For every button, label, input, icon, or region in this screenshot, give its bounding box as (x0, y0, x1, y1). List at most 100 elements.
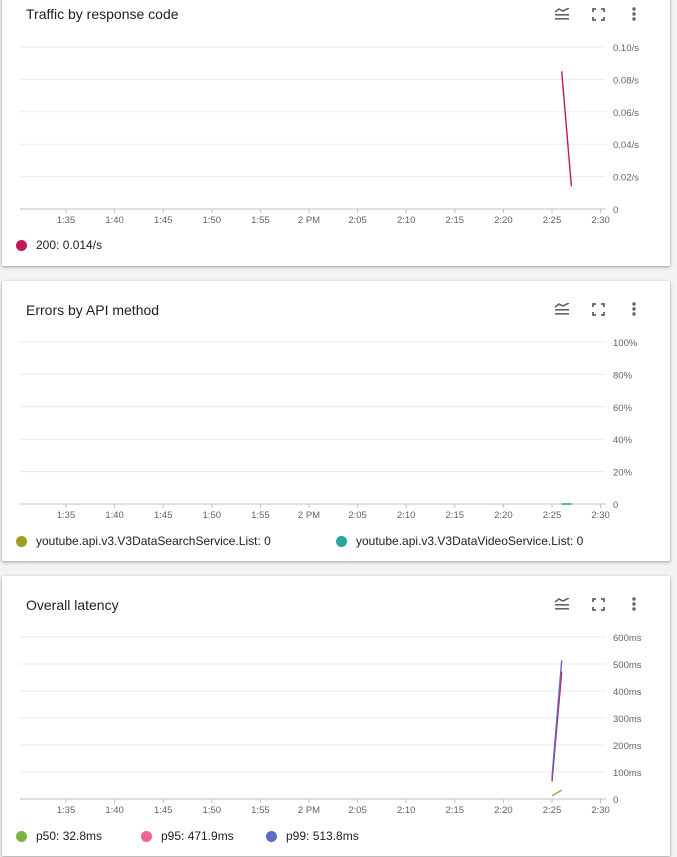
x-tick-label: 1:45 (154, 215, 173, 226)
legend-separator: : (56, 829, 63, 843)
legend-key: p95 (161, 829, 182, 843)
x-tick-label: 2:30 (591, 215, 610, 226)
fullscreen-icon[interactable] (580, 2, 616, 26)
errors-chart: 0 20% 40% 60% 80% 100% 1:35 1:40 1:45 1:50 1:55 2 P… (20, 338, 638, 521)
x-tick-label: 1:55 (251, 510, 270, 521)
y-tick-label: 100% (613, 338, 638, 349)
legend-key: p50 (36, 829, 57, 843)
x-tick-label: 1:35 (57, 215, 76, 226)
x-tick-label: 1:50 (203, 805, 222, 816)
x-tick-label: 2:10 (397, 510, 416, 521)
x-tick-label: 2 PM (298, 215, 320, 226)
legend-value: 0.014/s (62, 238, 103, 252)
legend-item[interactable]: 200: 0.014/s (16, 238, 141, 252)
legend-color-dot (266, 830, 277, 842)
x-tick-label: 2:20 (494, 215, 513, 226)
y-tick-label: 100ms (613, 768, 642, 779)
y-tick-label: 200ms (613, 741, 642, 752)
x-tick-label: 1:55 (251, 215, 270, 226)
x-tick-label: 2:20 (494, 510, 513, 521)
x-tick-label: 1:35 (57, 805, 76, 816)
legend-value: 32.8ms (62, 829, 103, 843)
traffic-card: Traffic by response code 0 0.02/s 0.04/s 0.… (2, 0, 670, 266)
legend-key: youtube.api.v3.V3DataSearchService.List (36, 534, 258, 548)
x-tick-label: 2:25 (543, 510, 562, 521)
x-tick-label: 2:30 (591, 805, 610, 816)
x-tick-label: 1:35 (57, 510, 76, 521)
traffic-chart: 0 0.02/s 0.04/s 0.06/s 0.08/s 0.10/s 1:35 1:40 1… (20, 43, 639, 226)
legend-key: 200 (36, 238, 57, 252)
y-tick-label: 0 (613, 500, 618, 511)
y-tick-label: 0.08/s (613, 75, 639, 86)
latency-card: Overall latency 0 100ms 200ms 300ms 400ms 500… (2, 576, 670, 856)
legend-key: youtube.api.v3.V3DataVideoService.List (356, 534, 570, 548)
x-tick-label: 2 PM (298, 510, 320, 521)
more-vert-icon[interactable] (616, 2, 652, 26)
y-tick-label: 0 (613, 205, 618, 216)
fullscreen-icon[interactable] (580, 297, 616, 321)
legend-item[interactable]: p95: 471.9ms (141, 829, 266, 843)
x-tick-label: 1:40 (105, 215, 124, 226)
more-vert-icon[interactable] (616, 592, 652, 616)
x-tick-label: 2:10 (397, 215, 416, 226)
y-tick-label: 500ms (613, 660, 642, 671)
x-tick-label: 2:05 (348, 215, 367, 226)
legend-key: p99 (286, 829, 307, 843)
y-tick-label: 0 (613, 795, 618, 806)
errors-legend: youtube.api.v3.V3DataSearchService.List:… (16, 534, 596, 548)
latency-legend: p50: 32.8ms p95: 471.9ms p99: 513.8ms (16, 829, 391, 843)
x-tick-label: 1:40 (105, 510, 124, 521)
legend-item[interactable]: youtube.api.v3.V3DataSearchService.List:… (16, 534, 336, 548)
errors-card: Errors by API method 0 20% 40% 60% 80% 100% 1:… (2, 281, 670, 561)
legend-color-dot (141, 830, 152, 842)
legend-separator: : (181, 829, 188, 843)
x-tick-label: 1:45 (154, 510, 173, 521)
traffic-legend: 200: 0.014/s (16, 238, 141, 252)
x-tick-label: 1:50 (203, 215, 222, 226)
card-title: Errors by API method (26, 302, 160, 318)
y-tick-label: 0.02/s (613, 173, 639, 184)
card-title: Overall latency (26, 597, 119, 613)
y-tick-label: 60% (613, 403, 633, 414)
x-tick-label: 1:45 (154, 805, 173, 816)
x-tick-label: 2:15 (446, 215, 465, 226)
legend-toggle-icon[interactable] (544, 2, 580, 26)
legend-color-dot (336, 535, 347, 547)
legend-color-dot (16, 535, 27, 547)
x-tick-label: 1:50 (203, 510, 222, 521)
legend-value: 0 (576, 534, 584, 548)
x-tick-label: 2:05 (348, 510, 367, 521)
fullscreen-icon[interactable] (580, 592, 616, 616)
legend-color-dot (16, 830, 27, 842)
legend-value: 471.9ms (187, 829, 234, 843)
x-tick-label: 2:15 (446, 805, 465, 816)
latency-chart: 0 100ms 200ms 300ms 400ms 500ms 600ms 1:35 1:40 1… (20, 633, 642, 816)
legend-item[interactable]: p99: 513.8ms (266, 829, 391, 843)
x-tick-label: 2 PM (298, 805, 320, 816)
x-tick-label: 2:25 (543, 805, 562, 816)
series-line-p50 (551, 789, 563, 797)
legend-separator: : (257, 534, 265, 548)
y-tick-label: 40% (613, 435, 633, 446)
x-tick-label: 2:20 (494, 805, 513, 816)
x-tick-label: 2:05 (348, 805, 367, 816)
legend-toggle-icon[interactable] (544, 592, 580, 616)
y-tick-label: 20% (613, 468, 633, 479)
legend-separator: : (569, 534, 577, 548)
legend-separator: : (306, 829, 313, 843)
legend-toggle-icon[interactable] (544, 297, 580, 321)
legend-separator: : (56, 238, 63, 252)
legend-item[interactable]: p50: 32.8ms (16, 829, 141, 843)
legend-color-dot (16, 239, 27, 251)
y-tick-label: 600ms (613, 633, 642, 644)
y-tick-label: 80% (613, 370, 633, 381)
x-tick-label: 2:30 (591, 510, 610, 521)
x-tick-label: 1:40 (105, 805, 124, 816)
y-tick-label: 400ms (613, 687, 642, 698)
x-tick-label: 2:10 (397, 805, 416, 816)
y-tick-label: 0.06/s (613, 108, 639, 119)
legend-item[interactable]: youtube.api.v3.V3DataVideoService.List: … (336, 534, 596, 548)
x-tick-label: 1:55 (251, 805, 270, 816)
more-vert-icon[interactable] (616, 297, 652, 321)
x-tick-label: 2:15 (446, 510, 465, 521)
